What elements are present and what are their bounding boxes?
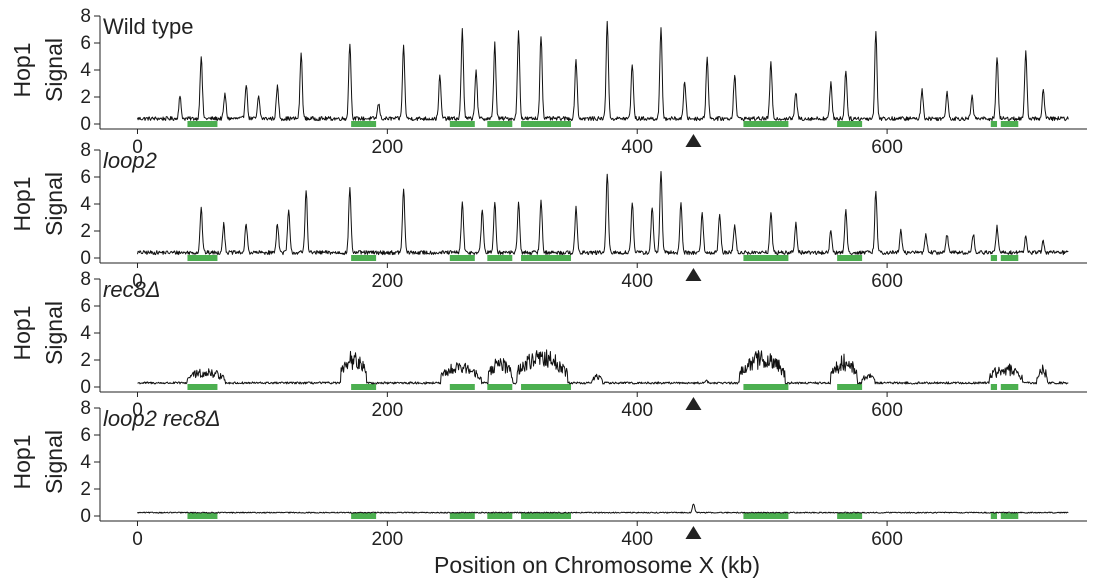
x-tick-label: 400 [621,529,653,550]
y-tick-label: 6 [80,33,91,54]
x-tick-label: 600 [871,400,903,421]
panel-3: 0 2 4 6 8 Hop1 Signal 0 200 400 600 loop2 rec8Δ [9,398,1087,550]
y-tick-label: 4 [80,323,91,344]
x-tick-label: 0 [132,137,143,158]
signal-trace [137,171,1069,256]
highlight-region [1000,384,1019,390]
y-tick-label: 8 [80,140,91,161]
highlight-region [743,513,789,519]
highlight-region [521,121,572,127]
y-tick-label: 4 [80,194,91,215]
x-tick-label: 200 [372,400,404,421]
highlight-region [449,513,475,519]
x-tick-label: 400 [621,271,653,292]
y-tick-label: 8 [80,6,91,27]
y-axis-label-line1: Hop1 [9,43,35,98]
y-axis-label-line2: Signal [41,38,67,102]
signal-trace [137,20,1069,122]
y-tick-label: 2 [80,350,91,371]
highlight-region [487,384,513,390]
centromere-marker [685,268,702,281]
x-tick-label: 600 [871,271,903,292]
y-axis-label-line2: Signal [41,301,67,365]
highlight-region [187,384,218,390]
y-tick-label: 4 [80,60,91,81]
panel-title: loop2 [103,148,157,173]
highlight-region [837,384,863,390]
highlight-region [351,121,377,127]
highlight-region [837,121,863,127]
x-tick-label: 400 [621,400,653,421]
highlight-region [351,255,377,261]
highlight-region [1000,255,1019,261]
x-tick-label: 200 [372,137,404,158]
centromere-marker [685,134,702,147]
signal-trace [137,503,1069,514]
highlight-region [521,384,572,390]
panel-title: loop2 rec8Δ [103,406,221,431]
x-tick-label: 0 [132,400,143,421]
highlight-region [990,384,998,390]
x-tick-label: 200 [372,529,404,550]
y-tick-label: 2 [80,221,91,242]
x-tick-label: 200 [372,271,404,292]
highlight-region [837,513,863,519]
y-axis-label-line1: Hop1 [9,306,35,361]
highlight-region [187,121,218,127]
y-tick-label: 0 [80,248,91,269]
highlight-region [449,384,475,390]
centromere-marker [685,526,702,539]
highlight-region [487,513,513,519]
highlight-region [1000,121,1019,127]
y-tick-label: 0 [80,506,91,527]
highlight-region [1000,513,1019,519]
highlight-region [990,255,998,261]
y-axis-label-line1: Hop1 [9,177,35,232]
panel-0: 0 2 4 6 8 Hop1 Signal 0 200 400 600 Wild type [9,6,1087,158]
y-tick-label: 4 [80,452,91,473]
highlight-region [521,255,572,261]
y-tick-label: 8 [80,398,91,419]
highlight-region [990,513,998,519]
panel-title: rec8Δ [103,277,161,302]
panel-2: 0 2 4 6 8 Hop1 Signal 0 200 400 600 rec8Δ [9,269,1087,421]
highlight-region [449,255,475,261]
highlight-region [743,121,789,127]
y-tick-label: 6 [80,296,91,317]
panel-1: 0 2 4 6 8 Hop1 Signal 0 200 400 600 loop2 [9,140,1087,292]
x-tick-label: 600 [871,137,903,158]
y-tick-label: 8 [80,269,91,290]
x-axis-title: Position on Chromosome X (kb) [434,552,760,578]
signal-trace [137,349,1069,385]
highlight-region [743,255,789,261]
y-tick-label: 0 [80,114,91,135]
y-axis-label-line1: Hop1 [9,435,35,490]
centromere-marker [685,397,702,410]
highlight-region [487,121,513,127]
x-tick-label: 400 [621,137,653,158]
highlight-region [837,255,863,261]
x-tick-label: 0 [132,529,143,550]
highlight-region [351,513,377,519]
y-axis-label-line2: Signal [41,172,67,236]
y-tick-label: 0 [80,377,91,398]
y-axis-label-line2: Signal [41,430,67,494]
y-tick-label: 6 [80,425,91,446]
panel-title: Wild type [103,14,193,39]
y-tick-label: 2 [80,87,91,108]
highlight-region [187,255,218,261]
x-tick-label: 600 [871,529,903,550]
highlight-region [521,513,572,519]
y-tick-label: 2 [80,479,91,500]
highlight-region [449,121,475,127]
highlight-region [990,121,998,127]
x-tick-label: 0 [132,271,143,292]
highlight-region [743,384,789,390]
highlight-region [351,384,377,390]
y-tick-label: 6 [80,167,91,188]
highlight-region [487,255,513,261]
highlight-region [187,513,218,519]
